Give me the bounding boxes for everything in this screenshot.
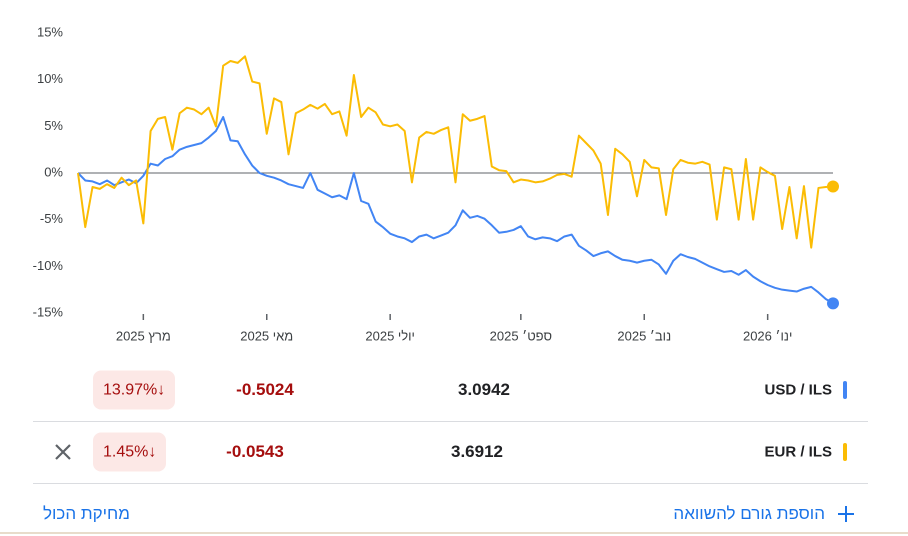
bottom-edge [0,532,908,534]
separator [33,483,868,484]
y-tick-label: 15% [37,24,63,39]
y-tick-label: 5% [44,118,63,133]
x-tick-label: יולי 2025 [365,328,415,343]
x-tick-label: מאי 2025 [240,328,293,343]
add-icon[interactable] [837,505,855,523]
down-arrow: ↓ [157,381,166,399]
series-line [77,116,834,305]
y-tick-label: -10% [33,258,64,273]
change-pill: 1.45%↓ [93,432,167,472]
series-marker [843,381,847,399]
price: 3.0942 [458,380,510,399]
y-tick-label: 0% [44,164,63,179]
change-pill: 13.97%↓ [93,370,176,410]
change: -0.0543 [226,442,284,461]
x-tick-label: נוב׳ 2025 [617,328,671,343]
series-marker [843,443,847,461]
y-tick-label: -5% [40,211,64,226]
x-tick-label: ינו׳ 2026 [743,328,792,343]
add-comparison[interactable]: הוספת גורם להשוואה [673,504,825,523]
change-pct: 13.97% [103,381,158,399]
series-line [77,55,834,249]
remove-button[interactable] [53,442,73,462]
y-tick-label: 10% [37,71,63,86]
x-tick-label: מרץ 2025 [116,328,171,343]
price: 3.6912 [451,442,503,461]
y-tick-label: -15% [33,304,64,319]
end-dot [827,297,839,310]
change-pct: 1.45% [103,443,149,461]
pair-name: USD / ILS [764,381,832,399]
pair-name: EUR / ILS [764,443,832,461]
change: -0.5024 [236,380,294,399]
down-arrow: ↓ [148,443,157,461]
x-tick-label: ספט׳ 2025 [490,328,552,343]
separator [33,421,868,422]
clear-all[interactable]: מחיקת הכול [43,504,130,523]
end-dot [827,180,839,193]
chart: 15% 10% 5% 0% -5% -10% -15% מרץ 2025 מאי 2025 יול… [33,24,839,343]
